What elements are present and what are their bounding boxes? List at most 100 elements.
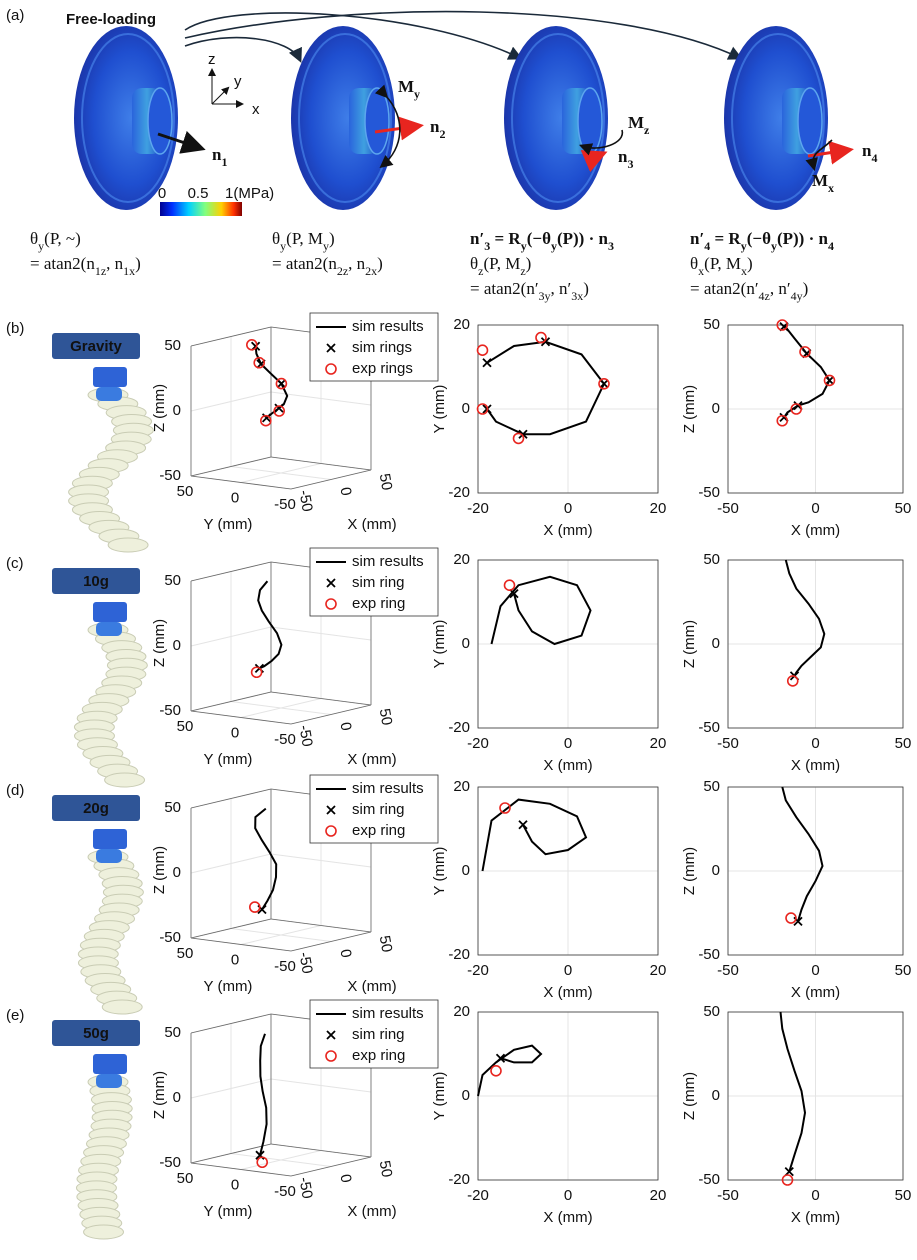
x-axis-label: X (mm): [791, 984, 840, 1001]
o-marker: [505, 580, 515, 590]
y-tick-label: -50: [698, 946, 720, 963]
y-tick-label: 0: [231, 489, 239, 506]
legend-label: sim results: [352, 318, 424, 335]
sim-curve-3d: [255, 809, 276, 910]
x-tick-label: 0: [564, 500, 572, 517]
y-tick-label: -50: [274, 496, 296, 513]
box-edge: [291, 470, 371, 489]
x-marker: [483, 359, 491, 367]
robot-tube: [108, 538, 148, 552]
legend-label: exp rings: [352, 360, 413, 377]
x-axis-label: X (mm): [543, 522, 592, 539]
subscript: 1: [221, 155, 227, 169]
robot-cap: [93, 1054, 127, 1074]
z-tick-label: -50: [159, 929, 181, 946]
o-marker: [536, 333, 546, 343]
y-tick-label: 50: [703, 316, 720, 333]
x-tick-label: 0: [811, 962, 819, 979]
normal-label: n1: [212, 145, 227, 169]
x-tick-label: 0: [336, 1173, 354, 1184]
legend-label: sim ring: [352, 574, 405, 591]
x-stroke: [600, 380, 608, 388]
x-tick-label: 20: [650, 1187, 667, 1204]
y-tick-label: 0: [231, 1176, 239, 1193]
panel-label: (c): [6, 555, 24, 572]
text-part: , n′: [770, 279, 791, 298]
x-tick-label: -50: [717, 962, 739, 979]
x-axis-label: X (mm): [543, 1209, 592, 1226]
colorbar: [160, 202, 242, 216]
sim-curve: [781, 1012, 806, 1172]
text-part: ): [377, 254, 383, 273]
x-axis-label: X (mm): [791, 522, 840, 539]
x-tick-label: 0: [811, 735, 819, 752]
formula-line: θz(P, Mz): [470, 254, 531, 278]
x-tick-label: 20: [650, 962, 667, 979]
x-tick-label: 0: [564, 735, 572, 752]
subscript: 2x: [365, 264, 377, 278]
normal-label: n4: [862, 141, 877, 165]
grid-line: [241, 926, 321, 945]
y-axis-label: Y (mm): [204, 516, 253, 533]
text-part: (P, M: [704, 254, 741, 273]
robot-tube: [84, 1225, 124, 1239]
legend-label: sim results: [352, 1005, 424, 1022]
x-stroke: [519, 821, 527, 829]
x-marker: [826, 376, 834, 384]
o-marker: [478, 345, 488, 355]
text-part: (P, M: [286, 229, 323, 248]
panel-title: Free-loading: [66, 11, 156, 28]
formula-line: n′3 = Ry(−θy(P)) · n3: [470, 229, 614, 253]
x-tick-label: 0: [336, 721, 354, 732]
y-axis-label: Y (mm): [204, 1203, 253, 1220]
legend-label: exp ring: [352, 1047, 405, 1064]
sim-curve-3d: [258, 581, 281, 668]
x-tick-label: 0: [336, 486, 354, 497]
panel-label: (d): [6, 782, 24, 799]
y-axis-label: Y (mm): [431, 1072, 448, 1121]
x-marker: [600, 380, 608, 388]
x-stroke: [277, 380, 285, 388]
text-part: n′: [690, 229, 704, 248]
x-tick-label: 50: [895, 962, 912, 979]
sim-curve-3d: [260, 1034, 267, 1155]
text-part: = R: [710, 229, 741, 248]
x-marker: [277, 380, 285, 388]
text-part: = atan2(n′: [470, 279, 539, 298]
robot-ring: [96, 849, 122, 863]
box-edge: [191, 476, 291, 489]
text-part: (P, ~): [44, 229, 81, 248]
axis-icon-label: y: [234, 73, 242, 90]
y-tick-label: 50: [703, 551, 720, 568]
z-axis-label: Z (mm): [151, 846, 168, 894]
x-tick-label: -50: [295, 724, 316, 748]
x-axis-label: X (mm): [347, 1203, 396, 1220]
sim-curve: [782, 787, 822, 921]
legend-label: sim ring: [352, 1026, 405, 1043]
y-tick-label: 0: [231, 951, 239, 968]
box-edge: [191, 938, 291, 951]
x-tick-label: 20: [650, 735, 667, 752]
axis-icon-label: z: [208, 51, 216, 68]
x-tick-label: 0: [564, 1187, 572, 1204]
z-tick-label: 0: [173, 402, 181, 419]
formula-line: = atan2(n′3y, n′3x): [470, 279, 589, 303]
text-part: θ: [470, 254, 478, 273]
robot-cap: [93, 367, 127, 387]
box-edge: [191, 1163, 291, 1176]
legend-label: sim results: [352, 780, 424, 797]
y-axis-label: Y (mm): [431, 385, 448, 434]
y-tick-label: 0: [462, 400, 470, 417]
x-tick-label: -50: [295, 1176, 316, 1200]
x-axis-label: X (mm): [347, 516, 396, 533]
legend-label: exp ring: [352, 822, 405, 839]
x-tick-label: -20: [467, 1187, 489, 1204]
z-tick-label: 50: [164, 572, 181, 589]
text-part: = atan2(n: [272, 254, 337, 273]
y-tick-label: 0: [462, 1087, 470, 1104]
robot-tube: [105, 773, 145, 787]
z-axis-label: Z (mm): [151, 1071, 168, 1119]
sim-curve: [483, 800, 587, 871]
box-edge: [191, 711, 291, 724]
text-part: = atan2(n: [30, 254, 95, 273]
